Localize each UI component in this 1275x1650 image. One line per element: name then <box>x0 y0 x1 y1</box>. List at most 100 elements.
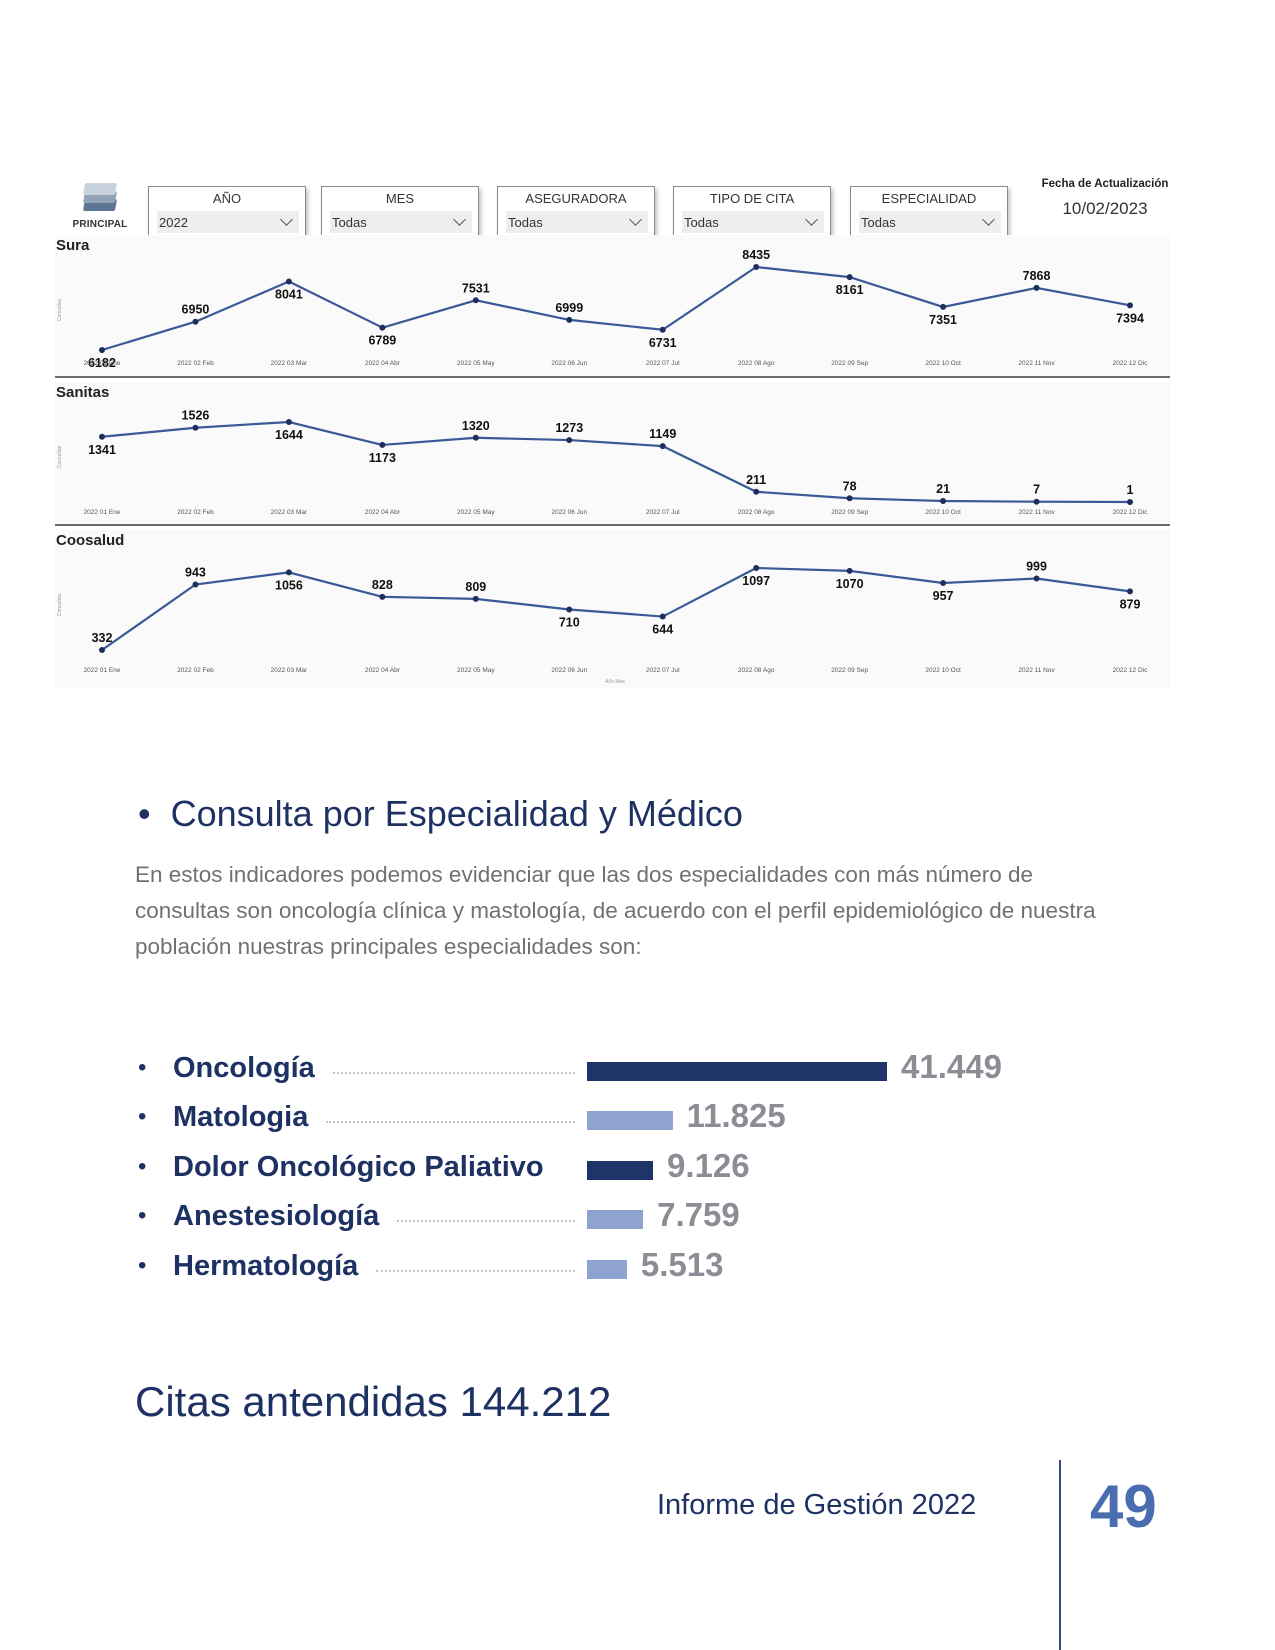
data-point[interactable] <box>1127 499 1133 505</box>
data-point[interactable] <box>940 303 947 310</box>
y-axis-label: Consultas <box>57 445 63 468</box>
page-number: 49 <box>1090 1473 1157 1540</box>
data-point[interactable] <box>99 347 105 353</box>
data-label: 1341 <box>88 443 116 457</box>
data-point[interactable] <box>753 488 760 495</box>
bullet: • <box>138 1252 147 1279</box>
specialty-name: Matologia <box>173 1101 309 1133</box>
filter-appointment-type-label: TIPO DE CITA <box>709 191 795 206</box>
update-info: Fecha de Actualización 10/02/2023 <box>1030 178 1180 219</box>
data-point[interactable] <box>566 606 573 613</box>
x-tick-label: 2022 11 Nov <box>1018 360 1055 367</box>
data-label: 8161 <box>836 283 864 297</box>
x-tick-label: 2022 04 Abr <box>365 360 401 367</box>
data-point[interactable] <box>566 316 573 323</box>
data-point[interactable] <box>1127 302 1133 309</box>
x-tick-label: 2022 12 Dic <box>1113 509 1148 516</box>
data-point[interactable] <box>846 495 853 502</box>
data-label: 828 <box>372 578 393 592</box>
chevron-down-icon <box>805 213 818 226</box>
x-tick-label: 2022 08 Ago <box>738 509 775 516</box>
attended-appointments-total: Citas antendidas 144.212 <box>135 1378 612 1425</box>
chart-sanitas: Consultas 1341 2022 01 Ene 1526 2022 02 Feb 1… <box>55 382 1170 524</box>
chevron-down-icon <box>629 213 642 226</box>
data-point[interactable] <box>472 297 479 304</box>
data-point[interactable] <box>846 274 853 281</box>
specialty-bar <box>587 1260 627 1279</box>
data-point[interactable] <box>940 580 947 587</box>
principal-nav-button[interactable]: PRINCIPAL <box>70 183 130 230</box>
chart-sura: Consultas 6182 2022 01 Ene 6950 2022 02 Feb 8… <box>55 235 1170 376</box>
data-point[interactable] <box>566 437 573 444</box>
section-paragraph: En estos indicadores podemos evidenciar … <box>135 862 1096 959</box>
filter-year-label: AÑO <box>212 191 242 206</box>
data-point[interactable] <box>472 434 479 441</box>
data-point[interactable] <box>379 324 386 331</box>
filter-insurer-label: ASEGURADORA <box>525 191 627 206</box>
data-label: 6950 <box>182 303 210 317</box>
data-label: 1644 <box>275 428 303 442</box>
data-point[interactable] <box>285 419 292 425</box>
specialty-name: Hermatología <box>173 1250 359 1282</box>
filter-year-dropdown[interactable]: 2022 <box>157 211 299 233</box>
chevron-down-icon <box>280 213 293 226</box>
data-point[interactable] <box>1033 498 1040 505</box>
section-title-text: Consulta por Especialidad y Médico <box>170 793 743 834</box>
principal-label: PRINCIPAL <box>72 219 128 230</box>
data-label: 78 <box>843 479 857 493</box>
data-point[interactable] <box>659 613 666 620</box>
data-point[interactable] <box>99 433 105 440</box>
data-label: 809 <box>465 580 486 594</box>
chevron-down-icon <box>982 213 995 226</box>
panel-divider <box>55 376 1170 378</box>
bullet: • <box>138 1054 147 1081</box>
data-point[interactable] <box>285 278 292 285</box>
data-point[interactable] <box>659 443 666 450</box>
x-tick-label: 2022 08 Ago <box>738 667 775 674</box>
filter-appointment-type-dropdown[interactable]: Todas <box>682 211 824 233</box>
x-tick-label: 2022 11 Nov <box>1018 509 1055 516</box>
x-tick-label: 2022 07 Jul <box>646 509 680 516</box>
y-axis-label: Consultas <box>57 298 63 321</box>
data-label: 999 <box>1026 560 1047 574</box>
data-point[interactable] <box>1033 575 1040 582</box>
data-point[interactable] <box>1127 588 1133 595</box>
x-tick-label: 2022 09 Sep <box>831 509 868 516</box>
data-point[interactable] <box>379 593 386 600</box>
data-point[interactable] <box>99 647 105 653</box>
data-point[interactable] <box>753 264 760 270</box>
chart-coosalud-title: Coosalud <box>56 532 125 549</box>
filter-month-dropdown[interactable]: Todas <box>330 211 472 233</box>
data-point[interactable] <box>285 569 292 576</box>
data-point[interactable] <box>192 318 199 325</box>
x-tick-label: 2022 03 Mar <box>271 509 308 516</box>
specialty-value: 5.513 <box>640 1246 724 1283</box>
data-point[interactable] <box>940 498 947 505</box>
x-tick-label: 2022 09 Sep <box>831 360 868 367</box>
data-label: 1273 <box>555 421 583 435</box>
x-tick-label: 2022 06 Jun <box>551 360 587 367</box>
data-point[interactable] <box>846 567 853 574</box>
data-point[interactable] <box>659 326 666 333</box>
filter-specialty-dropdown[interactable]: Todas <box>859 211 1001 233</box>
section-title: • Consulta por Especialidad y Médico <box>138 793 743 835</box>
data-point[interactable] <box>1033 284 1040 291</box>
filter-insurer-dropdown[interactable]: Todas <box>506 211 648 233</box>
x-tick-label: 2022 05 May <box>457 509 495 516</box>
specialty-bar <box>587 1210 644 1229</box>
specialty-value: 41.449 <box>901 1048 1002 1085</box>
data-point[interactable] <box>192 581 199 588</box>
data-label: 1149 <box>649 427 676 441</box>
filter-specialty: ESPECIALIDAD Todas <box>850 186 1008 244</box>
specialty-row: • Hermatología 5.513 <box>138 1246 1138 1290</box>
x-tick-label: 2022 01 Ene <box>84 360 121 367</box>
data-point[interactable] <box>379 441 386 448</box>
specialty-row: • Anestesiología 7.759 <box>138 1196 1138 1240</box>
data-label: 1 <box>1127 483 1134 497</box>
data-point[interactable] <box>192 424 199 431</box>
data-point[interactable] <box>472 595 479 602</box>
data-label: 7351 <box>929 313 957 327</box>
y-axis-label: Consultas <box>57 593 63 616</box>
data-point[interactable] <box>753 565 760 571</box>
specialty-value: 9.126 <box>667 1147 750 1184</box>
